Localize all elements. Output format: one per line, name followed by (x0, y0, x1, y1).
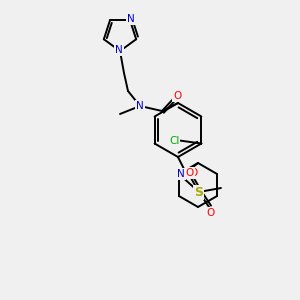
Text: N: N (127, 14, 135, 24)
Text: Cl: Cl (169, 136, 180, 146)
Text: N: N (177, 169, 185, 179)
Text: N: N (115, 45, 123, 55)
Text: O: O (173, 91, 181, 101)
Text: O: O (189, 168, 197, 178)
Text: S: S (194, 185, 203, 199)
Text: O: O (186, 168, 194, 178)
Text: N: N (136, 101, 144, 111)
Text: O: O (207, 208, 215, 218)
